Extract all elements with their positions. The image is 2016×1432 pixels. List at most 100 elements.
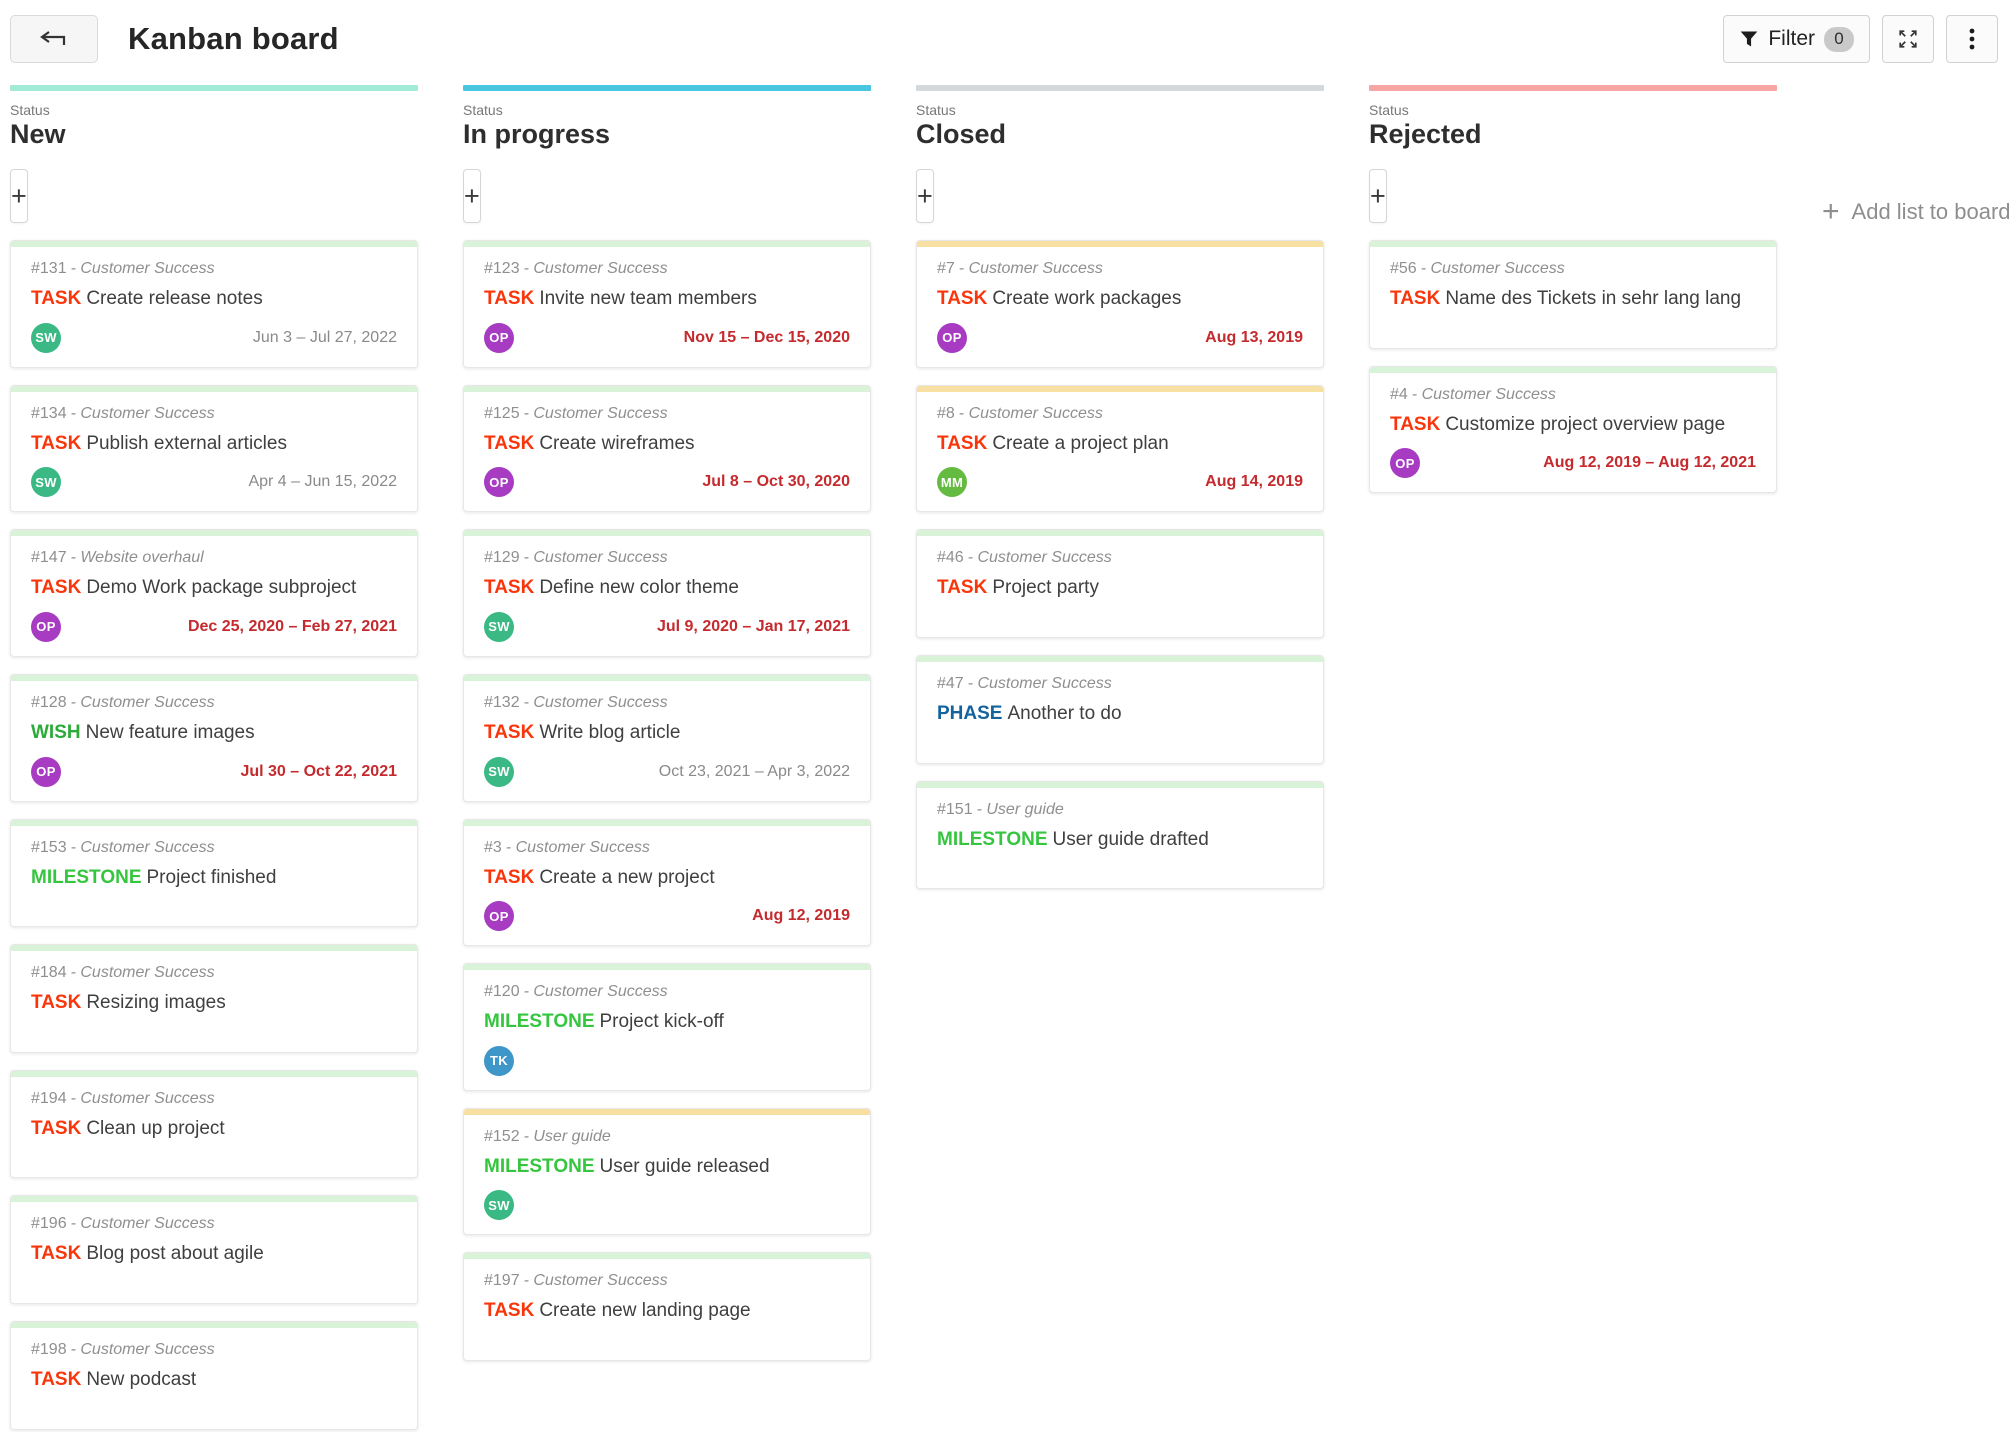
card-id: #152 (484, 1127, 520, 1145)
card-type-strip (11, 674, 417, 681)
card-list: #131- Customer Success TASK Create release… (10, 240, 418, 1430)
card[interactable]: #56- Customer Success TASK Name des Ticket… (1369, 240, 1777, 349)
card-type-label: TASK (31, 577, 82, 599)
card[interactable]: #196- Customer Success TASK Blog post abou… (10, 1195, 418, 1305)
board-menu-button[interactable] (1946, 15, 1998, 63)
card[interactable]: #128- Customer Success WISH New feature im… (10, 673, 418, 802)
card-id: #131 (31, 260, 67, 277)
card-footer: OP Aug 12, 2019 (484, 901, 850, 932)
card-body: #197- Customer Success TASK Create new lan… (464, 1259, 870, 1360)
avatar[interactable]: OP (484, 901, 514, 932)
card-title: TASK Create a new project (484, 865, 850, 891)
avatar[interactable]: SW (484, 611, 514, 642)
card-type-strip (11, 1322, 417, 1329)
card-type-label: TASK (1390, 413, 1441, 435)
card[interactable]: #147- Website overhaul TASK Demo Work pack… (10, 529, 418, 657)
avatar[interactable]: SW (484, 756, 514, 787)
card-id: #132 (484, 693, 520, 711)
avatar[interactable]: SW (31, 322, 61, 353)
avatar[interactable]: OP (484, 322, 514, 353)
card-body: #125- Customer Success TASK Create wirefra… (464, 392, 870, 512)
card-footer: OP Jul 8 – Oct 30, 2020 (484, 467, 850, 498)
card-type-label: TASK (484, 1300, 535, 1322)
card[interactable]: #153- Customer Success MILESTONE Project f… (10, 818, 418, 928)
filter-button[interactable]: Filter 0 (1723, 15, 1870, 63)
card-id-line: #152- User guide (484, 1128, 850, 1146)
card[interactable]: #7- Customer Success TASK Create work pack… (916, 240, 1324, 368)
card-due-date: Nov 15 – Dec 15, 2020 (683, 328, 850, 346)
add-card-button[interactable]: + (1369, 169, 1387, 223)
avatar[interactable]: OP (937, 322, 967, 353)
add-list-label: Add list to board (1851, 199, 2011, 224)
card[interactable]: #4- Customer Success TASK Customize projec… (1369, 365, 1777, 494)
card-title-text: User guide drafted (1052, 828, 1209, 850)
avatar[interactable]: SW (31, 467, 61, 498)
avatar[interactable]: MM (937, 467, 967, 498)
add-card-button[interactable]: + (463, 169, 481, 223)
card[interactable]: #8- Customer Success TASK Create a project… (916, 384, 1324, 513)
card-type-label: TASK (484, 721, 535, 743)
card-footer: OP Aug 12, 2019 – Aug 12, 2021 (1390, 448, 1756, 479)
card[interactable]: #131- Customer Success TASK Create release… (10, 240, 418, 368)
card-title-text: Customize project overview page (1445, 413, 1726, 435)
card-type-strip (11, 530, 417, 537)
column-attribute-label: Status (463, 102, 503, 118)
card-type-strip (464, 819, 870, 826)
card[interactable]: #132- Customer Success TASK Write blog art… (463, 673, 871, 802)
card-footer: SW (484, 1190, 850, 1221)
card[interactable]: #120- Customer Success MILESTONE Project k… (463, 963, 871, 1091)
avatar[interactable]: OP (31, 756, 61, 787)
card-title: TASK Resizing images (31, 990, 397, 1016)
avatar[interactable]: OP (1390, 448, 1420, 479)
card[interactable]: #198- Customer Success TASK New podcast (10, 1321, 418, 1430)
add-card-button[interactable]: + (916, 169, 934, 223)
card-title: TASK Define new color theme (484, 575, 850, 601)
add-list-button[interactable]: + Add list to board (1822, 197, 2011, 227)
add-card-button[interactable]: + (10, 169, 28, 223)
card[interactable]: #194- Customer Success TASK Clean up proje… (10, 1069, 418, 1179)
card[interactable]: #123- Customer Success TASK Invite new tea… (463, 240, 871, 368)
filter-count-badge: 0 (1824, 26, 1854, 52)
card-id: #47 (937, 674, 964, 692)
card-project: - Customer Success (967, 549, 1112, 567)
card-type-strip (917, 385, 1323, 392)
avatar[interactable]: TK (484, 1045, 514, 1076)
back-button[interactable] (10, 15, 98, 63)
card-title-text: Publish external articles (86, 432, 287, 454)
card[interactable]: #125- Customer Success TASK Create wirefra… (463, 384, 871, 513)
card-type-label: MILESTONE (484, 1011, 595, 1033)
card-id-line: #128- Customer Success (31, 694, 397, 712)
avatar[interactable]: OP (31, 611, 61, 642)
card-type-strip (11, 819, 417, 826)
fullscreen-button[interactable] (1882, 15, 1934, 63)
card-project: - Customer Success (958, 404, 1103, 422)
card-type-strip (917, 655, 1323, 662)
card[interactable]: #3- Customer Success TASK Create a new pro… (463, 818, 871, 947)
card-id: #151 (937, 800, 973, 818)
card-id: #120 (484, 983, 520, 1001)
avatar[interactable]: OP (484, 467, 514, 498)
kanban-board: Status New + #131- Customer Success TASK Crea… (0, 85, 2016, 1430)
card-project: - Customer Success (523, 1272, 668, 1290)
card[interactable]: #47- Customer Success PHASE Another to do (916, 654, 1324, 764)
card[interactable]: #129- Customer Success TASK Define new col… (463, 529, 871, 657)
card-type-label: PHASE (937, 702, 1003, 724)
column-attribute-label: Status (1369, 102, 1409, 118)
avatar[interactable]: SW (484, 1190, 514, 1221)
card[interactable]: #184- Customer Success TASK Resizing image… (10, 944, 418, 1053)
card-id-line: #198- Customer Success (31, 1341, 397, 1359)
card-title-text: Project finished (146, 866, 277, 888)
card-footer: OP Nov 15 – Dec 15, 2020 (484, 322, 850, 353)
card[interactable]: #134- Customer Success TASK Publish extern… (10, 384, 418, 513)
card-type-strip (464, 530, 870, 537)
card-list: #123- Customer Success TASK Invite new tea… (463, 240, 871, 1362)
card[interactable]: #46- Customer Success TASK Project party (916, 529, 1324, 638)
card[interactable]: #151- User guide MILESTONE User guide draf… (916, 780, 1324, 890)
card-due-date: Jun 3 – Jul 27, 2022 (252, 328, 397, 346)
card-due-date: Aug 12, 2019 (752, 907, 850, 925)
card[interactable]: #152- User guide MILESTONE User guide rele… (463, 1107, 871, 1236)
card-title-text: New feature images (85, 721, 255, 743)
card[interactable]: #197- Customer Success TASK Create new lan… (463, 1252, 871, 1362)
card-body: #4- Customer Success TASK Customize projec… (1370, 373, 1776, 493)
card-body: #8- Customer Success TASK Create a project… (917, 392, 1323, 512)
